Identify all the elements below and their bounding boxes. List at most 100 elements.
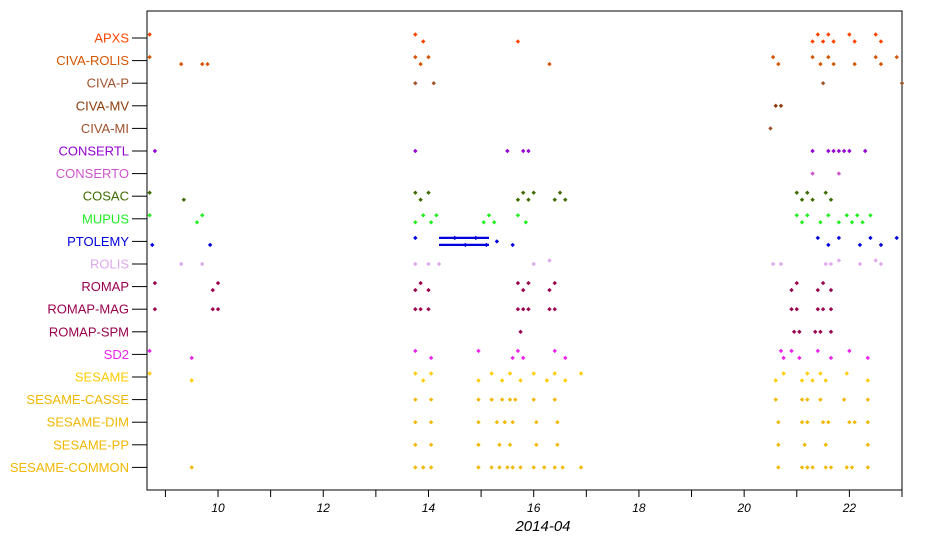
point-romap-1 — [210, 287, 215, 293]
point-rolis-0 — [178, 261, 184, 267]
point-cosac-12 — [794, 190, 799, 195]
point-romap-3 — [413, 287, 418, 293]
point-rolis-1 — [200, 261, 205, 267]
x-axis-labels: 10 12 14 16 18 20 22 — [211, 501, 856, 515]
point-sesame-dim-3 — [494, 420, 500, 425]
point-sd2-6 — [515, 348, 521, 354]
point-sesame-pp-10 — [865, 442, 871, 447]
point-sesame-pp-1 — [428, 442, 434, 447]
point-sesame-1 — [189, 378, 194, 383]
data-marks — [147, 32, 905, 470]
point-romap-mag-14 — [820, 307, 826, 312]
point-sesame-pp-3 — [497, 442, 502, 447]
point-ptolemy-11 — [836, 235, 842, 241]
point-apxs-5 — [815, 32, 821, 37]
point-sd2-3 — [428, 355, 434, 361]
point-civa-rolis-14 — [852, 61, 857, 67]
point-civa-p-0 — [413, 81, 418, 86]
y-label-romap: ROMAP — [81, 279, 129, 294]
point-cosac-17 — [828, 197, 834, 202]
point-sesame-common-1 — [413, 465, 418, 470]
point-sd2-8 — [552, 348, 557, 354]
point-sesame-10 — [531, 371, 536, 376]
point-rolis-11 — [836, 258, 842, 263]
point-consertl-4 — [526, 148, 531, 154]
point-romap-spm-1 — [791, 329, 797, 334]
point-sesame-pp-8 — [802, 442, 807, 447]
y-label-sesame: SESAME — [75, 370, 130, 385]
point-sesame-4 — [428, 371, 434, 376]
point-romap-11 — [789, 287, 794, 293]
point-consertl-6 — [826, 148, 831, 154]
point-ptolemy-10 — [826, 242, 831, 248]
point-romap-mag-15 — [828, 307, 834, 312]
point-mupus-3 — [413, 220, 418, 225]
point-ptolemy-7 — [494, 239, 500, 244]
point-rolis-4 — [436, 261, 442, 267]
point-cosac-5 — [515, 197, 521, 202]
point-cosac-2 — [413, 190, 418, 195]
point-romap-0 — [152, 280, 158, 286]
point-sesame-common-16 — [799, 465, 805, 470]
point-sesame-14 — [578, 371, 584, 376]
point-sesame-common-21 — [844, 465, 849, 470]
point-sesame-pp-2 — [476, 442, 481, 447]
x-tick-label-10: 10 — [211, 501, 225, 515]
point-cosac-4 — [426, 190, 431, 195]
y-axis-labels: APXS CIVA-ROLIS CIVA-P CIVA-MV CIVA-MI CONSER… — [10, 31, 130, 475]
point-cosac-15 — [810, 197, 815, 202]
point-sesame-common-17 — [805, 465, 810, 470]
point-sesame-dim-14 — [852, 420, 857, 425]
point-ptolemy-13 — [868, 235, 873, 241]
point-ptolemy-5 — [473, 235, 479, 241]
point-rolis-10 — [828, 261, 834, 267]
point-sesame-dim-11 — [820, 420, 826, 425]
point-romap-7 — [520, 287, 526, 293]
point-ptolemy-4 — [463, 242, 468, 248]
point-consertl-8 — [836, 148, 842, 154]
point-romap-mag-11 — [789, 307, 794, 312]
x-tick-label-14: 14 — [422, 501, 436, 515]
point-mupus-12 — [794, 213, 799, 218]
y-label-apxs: APXS — [94, 31, 129, 46]
point-mupus-4 — [421, 213, 426, 218]
point-ptolemy-3 — [452, 235, 457, 241]
point-sesame-dim-9 — [799, 420, 805, 425]
point-sesame-common-22 — [849, 465, 855, 470]
point-sesame-pp-7 — [776, 442, 781, 447]
point-mupus-15 — [818, 220, 823, 225]
point-sd2-7 — [520, 355, 526, 361]
point-sesame-common-3 — [428, 465, 434, 470]
point-cosac-13 — [799, 197, 805, 202]
point-sesame-dim-13 — [847, 420, 852, 425]
point-mupus-13 — [799, 220, 805, 225]
point-sd2-1 — [189, 355, 194, 361]
point-sd2-2 — [413, 348, 418, 354]
point-mupus-21 — [860, 220, 865, 225]
point-sesame-dim-0 — [413, 420, 418, 425]
point-sesame-dim-5 — [510, 420, 515, 425]
point-sesame-casse-13 — [841, 397, 847, 402]
point-sesame-5 — [476, 378, 481, 383]
point-sd2-11 — [781, 355, 786, 361]
point-sd2-10 — [778, 348, 784, 354]
x-tick-label-22: 22 — [842, 501, 857, 515]
point-sesame-casse-5 — [507, 397, 513, 402]
point-sesame-dim-2 — [476, 420, 481, 425]
point-sesame-common-10 — [531, 465, 536, 470]
point-sesame-22 — [844, 371, 849, 376]
point-ptolemy-15 — [894, 235, 899, 241]
point-romap-mag-13 — [815, 307, 821, 312]
point-sd2-14 — [815, 348, 821, 354]
point-sesame-casse-8 — [552, 397, 557, 402]
point-sesame-common-15 — [776, 465, 781, 470]
point-apxs-2 — [421, 39, 426, 44]
point-apxs-6 — [820, 39, 826, 44]
point-sesame-casse-12 — [818, 397, 823, 402]
point-apxs-12 — [878, 39, 884, 44]
point-sesame-casse-14 — [865, 397, 871, 402]
point-romap-12 — [794, 280, 799, 286]
point-mupus-18 — [844, 213, 849, 218]
y-label-sesame-pp: SESAME-PP — [53, 437, 129, 452]
point-rolis-2 — [413, 261, 418, 267]
